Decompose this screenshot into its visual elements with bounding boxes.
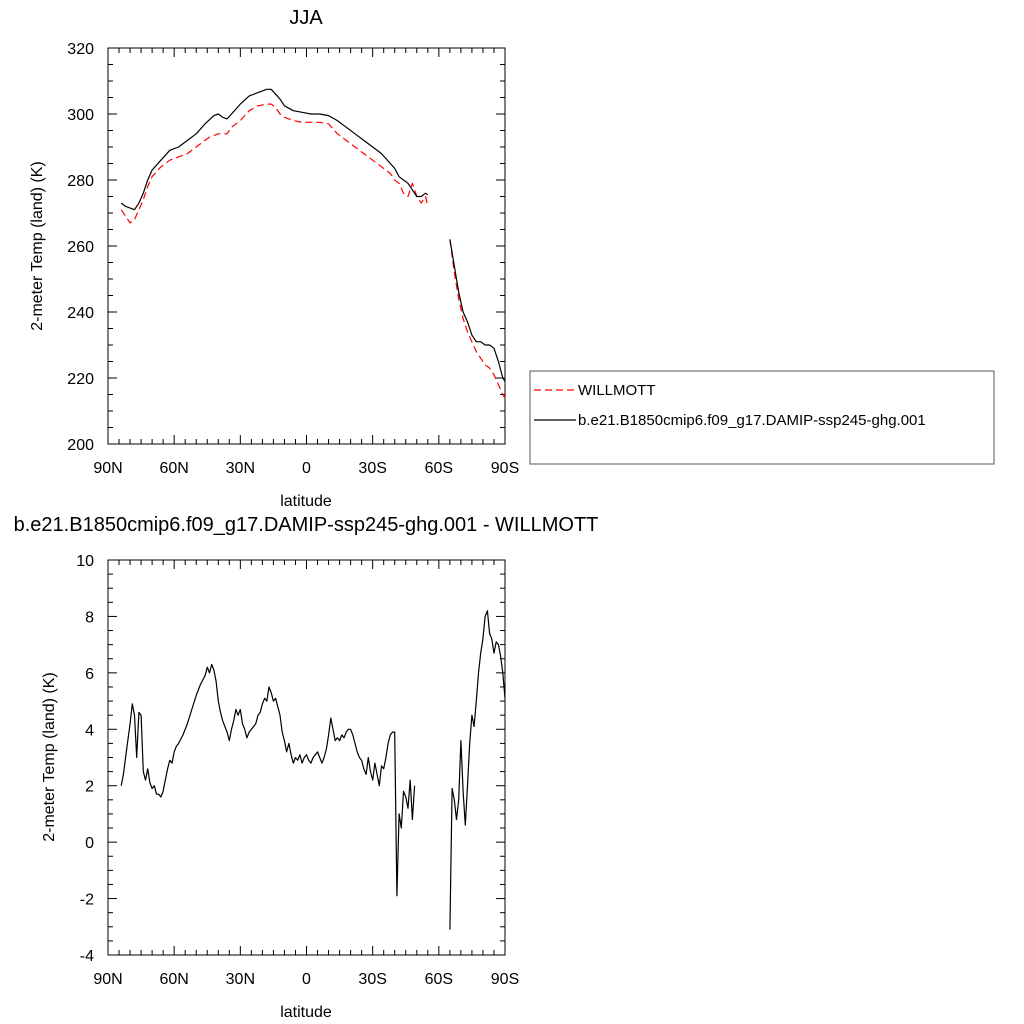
plot-frame <box>107 559 506 956</box>
y-tick-label: 6 <box>85 666 94 683</box>
x-tick-label: 30S <box>358 971 386 988</box>
x-tick-label: 60N <box>159 460 188 477</box>
difference-panel: b.e21.B1850cmip6.f09_g17.DAMIP-ssp245-gh… <box>14 514 599 1021</box>
tick-marks <box>107 559 506 956</box>
legend: WILLMOTT b.e21.B1850cmip6.f09_g17.DAMIP-… <box>529 370 995 465</box>
tick-marks <box>107 47 506 445</box>
y-tick-label: -4 <box>80 948 94 965</box>
x-tick-label: 60S <box>425 460 453 477</box>
series-line-dashed <box>449 239 506 399</box>
legend-label-model: b.e21.B1850cmip6.f09_g17.DAMIP-ssp245-gh… <box>578 412 926 429</box>
x-tick-label: 0 <box>302 971 311 988</box>
climatology-panel: JJA 200 220 240 260 280 300 320 90N 60N 30N 0 30S 6… <box>29 7 519 510</box>
y-tick-label: 200 <box>67 437 94 454</box>
series-lines <box>120 610 506 930</box>
series-line <box>120 88 429 211</box>
x-tick-labels: 90N 60N 30N 0 30S 60S 90S <box>93 460 519 477</box>
y-tick-label: 320 <box>67 41 94 58</box>
plot-frame <box>107 47 506 445</box>
y-tick-label: 8 <box>85 609 94 626</box>
x-tick-label: 30N <box>226 971 255 988</box>
x-tick-label: 90N <box>93 460 122 477</box>
y-tick-label: 220 <box>67 371 94 388</box>
series-line-dashed <box>120 103 429 224</box>
y-tick-label: 280 <box>67 173 94 190</box>
x-tick-label: 90N <box>93 971 122 988</box>
x-tick-label: 60N <box>159 971 188 988</box>
x-tick-label: 90S <box>491 460 519 477</box>
x-tick-label: 0 <box>302 460 311 477</box>
y-tick-label: 10 <box>76 553 94 570</box>
legend-label-willmott: WILLMOTT <box>578 382 656 399</box>
x-axis-label: latitude <box>280 1004 332 1021</box>
y-axis-label: 2-meter Temp (land) (K) <box>29 161 46 331</box>
chart-title: JJA <box>289 7 323 29</box>
legend-box <box>529 370 995 465</box>
x-tick-label: 90S <box>491 971 519 988</box>
x-tick-label: 30N <box>226 460 255 477</box>
x-tick-labels: 90N 60N 30N 0 30S 60S 90S <box>93 971 519 988</box>
y-tick-labels: -4 -2 0 2 4 6 8 10 <box>76 553 94 965</box>
series-lines <box>120 88 506 399</box>
series-line <box>449 239 506 382</box>
y-tick-label: 0 <box>85 835 94 852</box>
x-tick-label: 60S <box>425 971 453 988</box>
y-tick-labels: 200 220 240 260 280 300 320 <box>67 41 94 454</box>
series-line <box>120 663 416 897</box>
y-tick-label: 2 <box>85 779 94 796</box>
x-tick-label: 30S <box>358 460 386 477</box>
chart-title: b.e21.B1850cmip6.f09_g17.DAMIP-ssp245-gh… <box>14 514 599 536</box>
y-tick-label: 240 <box>67 305 94 322</box>
y-tick-label: -2 <box>80 892 94 909</box>
y-tick-label: 4 <box>85 722 94 739</box>
x-axis-label: latitude <box>280 493 332 510</box>
y-tick-label: 300 <box>67 107 94 124</box>
y-axis-label: 2-meter Temp (land) (K) <box>41 672 58 842</box>
y-tick-label: 260 <box>67 239 94 256</box>
series-line <box>449 610 506 930</box>
